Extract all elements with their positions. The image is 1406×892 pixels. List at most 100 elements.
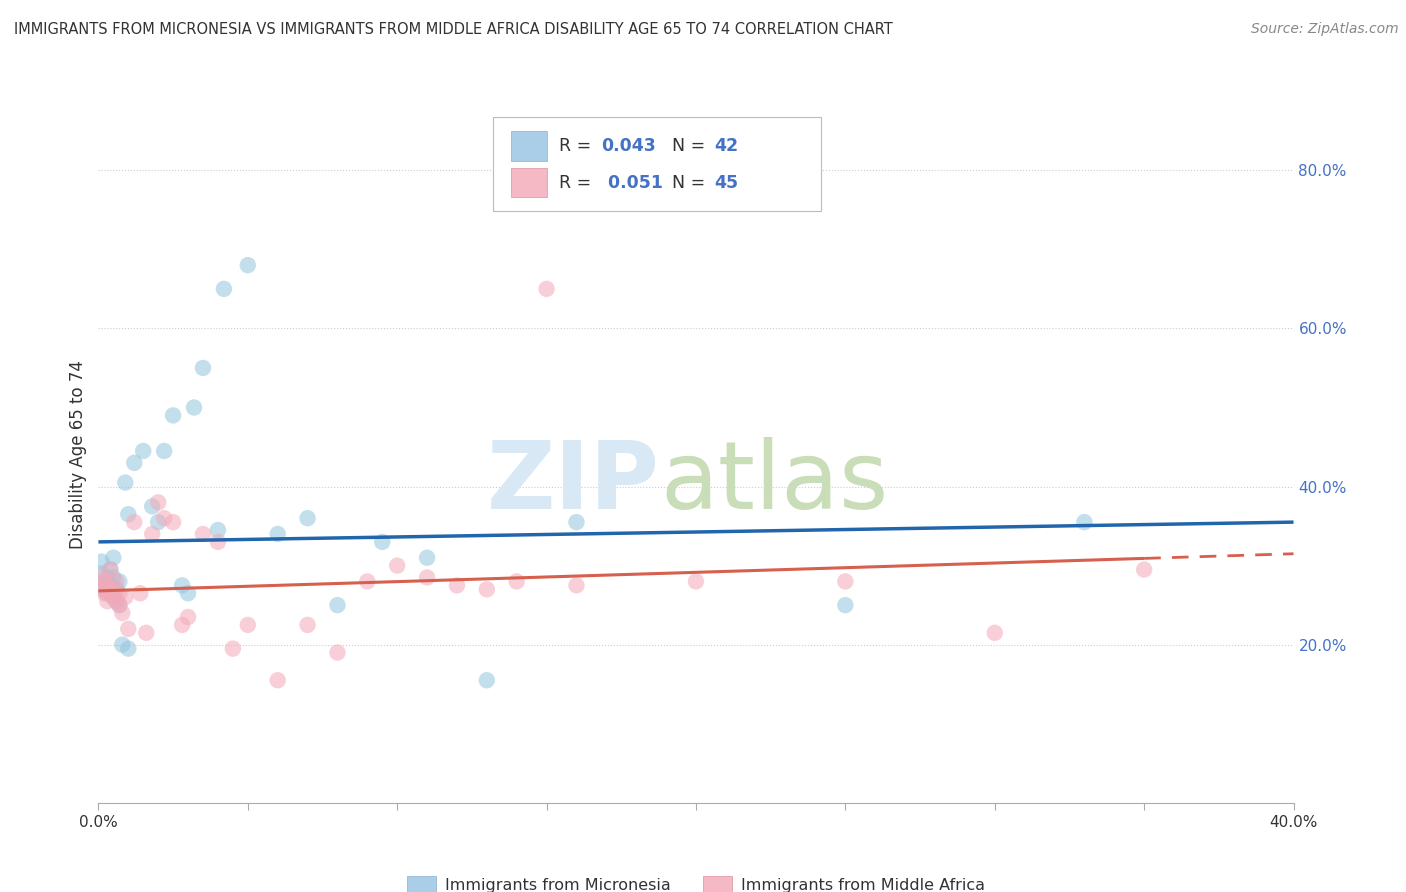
Point <box>172 578 194 592</box>
Point <box>108 598 131 612</box>
Point <box>565 515 588 529</box>
Point <box>371 534 394 549</box>
Text: atlas: atlas <box>661 437 889 529</box>
Point <box>103 582 125 597</box>
Legend: Immigrants from Micronesia, Immigrants from Middle Africa: Immigrants from Micronesia, Immigrants f… <box>401 870 991 892</box>
Point <box>103 591 125 605</box>
FancyBboxPatch shape <box>510 131 547 161</box>
Point <box>207 534 229 549</box>
Point <box>446 578 468 592</box>
Point <box>100 563 122 577</box>
Point <box>267 673 290 688</box>
Point <box>326 646 349 660</box>
Point <box>834 574 856 589</box>
Point <box>326 598 349 612</box>
Point <box>141 500 163 514</box>
Point <box>103 591 125 605</box>
Point <box>416 550 439 565</box>
Point <box>108 598 131 612</box>
Point <box>105 574 128 589</box>
Point <box>117 622 139 636</box>
Y-axis label: Disability Age 65 to 74: Disability Age 65 to 74 <box>69 360 87 549</box>
Point <box>536 194 558 209</box>
Point <box>111 638 134 652</box>
Point <box>153 511 176 525</box>
Point <box>267 527 290 541</box>
Text: Source: ZipAtlas.com: Source: ZipAtlas.com <box>1251 22 1399 37</box>
Text: 42: 42 <box>714 137 738 155</box>
Point <box>114 591 136 605</box>
Point <box>96 586 118 600</box>
Point <box>236 618 259 632</box>
Point <box>183 401 205 415</box>
Point <box>124 456 146 470</box>
Point <box>100 578 122 592</box>
Point <box>141 527 163 541</box>
Text: 0.051: 0.051 <box>602 174 662 192</box>
Point <box>114 475 136 490</box>
FancyBboxPatch shape <box>510 169 547 197</box>
Point <box>148 515 170 529</box>
Point <box>565 578 588 592</box>
Text: R =: R = <box>558 137 596 155</box>
Text: IMMIGRANTS FROM MICRONESIA VS IMMIGRANTS FROM MIDDLE AFRICA DISABILITY AGE 65 TO: IMMIGRANTS FROM MICRONESIA VS IMMIGRANTS… <box>14 22 893 37</box>
Point <box>108 586 131 600</box>
Point <box>191 360 214 375</box>
Point <box>984 625 1007 640</box>
Text: R =: R = <box>558 174 596 192</box>
Point <box>236 258 259 272</box>
Point <box>100 563 122 577</box>
Point <box>103 570 125 584</box>
Point <box>177 586 200 600</box>
Text: ZIP: ZIP <box>488 437 661 529</box>
Point <box>162 409 184 423</box>
Point <box>685 574 707 589</box>
Point <box>162 515 184 529</box>
Text: 0.043: 0.043 <box>602 137 657 155</box>
FancyBboxPatch shape <box>494 118 821 211</box>
Point <box>129 586 152 600</box>
Point <box>153 444 176 458</box>
Point <box>96 578 118 592</box>
Text: 45: 45 <box>714 174 738 192</box>
Point <box>108 574 131 589</box>
Point <box>385 558 409 573</box>
Point <box>96 594 118 608</box>
Point <box>93 586 115 600</box>
Point <box>90 566 112 581</box>
Point <box>148 495 170 509</box>
Point <box>117 507 139 521</box>
Point <box>834 598 856 612</box>
Point <box>90 582 112 597</box>
Point <box>111 606 134 620</box>
Point <box>297 511 319 525</box>
Point <box>93 574 115 589</box>
Point <box>93 574 115 589</box>
Point <box>117 641 139 656</box>
Point <box>475 582 498 597</box>
Point <box>207 523 229 537</box>
Point <box>103 550 125 565</box>
Point <box>191 527 214 541</box>
Point <box>96 570 118 584</box>
Point <box>100 586 122 600</box>
Point <box>124 515 146 529</box>
Point <box>212 282 235 296</box>
Point <box>177 610 200 624</box>
Point <box>506 574 529 589</box>
Point <box>105 582 128 597</box>
Point <box>475 673 498 688</box>
Text: N =: N = <box>672 174 711 192</box>
Point <box>536 282 558 296</box>
Point <box>90 570 112 584</box>
Text: N =: N = <box>672 137 711 155</box>
Point <box>135 625 157 640</box>
Point <box>93 582 115 597</box>
Point <box>1133 563 1156 577</box>
Point <box>416 570 439 584</box>
Point <box>297 618 319 632</box>
Point <box>105 594 128 608</box>
Point <box>222 641 245 656</box>
Point <box>105 594 128 608</box>
Point <box>90 555 112 569</box>
